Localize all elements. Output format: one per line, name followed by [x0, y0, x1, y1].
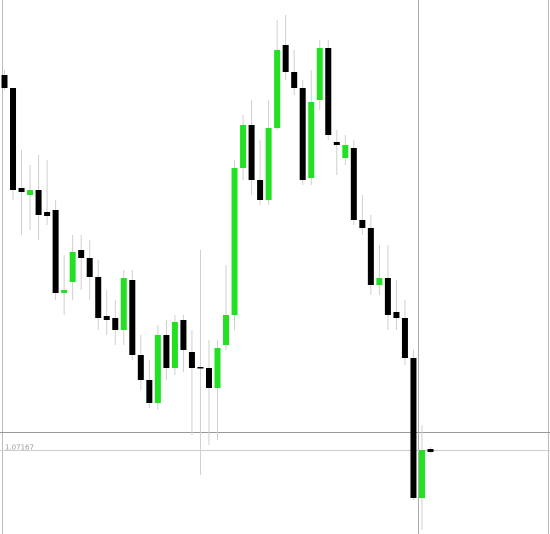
candle-body [291, 72, 298, 88]
candle-body [325, 48, 332, 135]
candle-body [129, 280, 136, 355]
candle-body [367, 228, 374, 285]
candle-body [265, 128, 272, 200]
candle-body [10, 88, 17, 190]
candle-body [350, 148, 357, 220]
candle-body [376, 278, 383, 285]
candle-body [342, 145, 349, 158]
candle-body [401, 318, 408, 358]
candle-body [95, 277, 102, 318]
candle-body [427, 449, 434, 452]
candle-body [188, 352, 195, 368]
candle-body [197, 367, 204, 369]
candle-body [214, 348, 221, 388]
candle-body [103, 316, 110, 320]
candle-body [120, 278, 127, 330]
candle-body [223, 315, 230, 345]
candle-body [248, 125, 255, 180]
candle-body [359, 220, 366, 228]
candle-body [52, 210, 59, 293]
candle-body [112, 318, 119, 330]
candle-body [308, 102, 315, 178]
candle-body [274, 50, 281, 128]
candle-body [86, 258, 93, 277]
candle-body [333, 142, 340, 145]
candle-body [410, 358, 417, 498]
candle-body [69, 252, 76, 282]
candle-body [231, 168, 238, 315]
candle-body [35, 190, 42, 215]
candle-body [27, 190, 34, 195]
candle-body [316, 48, 323, 100]
candle-body [205, 368, 212, 388]
candle-body [299, 88, 306, 180]
candle-body [171, 322, 178, 368]
candle-body [240, 125, 247, 168]
candle-body [180, 320, 187, 350]
candle-body [393, 312, 400, 318]
candle-body [418, 450, 425, 498]
candle-body [163, 335, 170, 368]
candle-body [257, 180, 264, 200]
candle-body [154, 335, 161, 403]
candle-body [1, 75, 8, 88]
candle-body [18, 188, 25, 192]
candle-body [146, 380, 153, 403]
candle-body [44, 212, 51, 216]
candle-body [78, 250, 85, 258]
current-price-label: 1.07167 [5, 444, 34, 452]
candle-body [61, 290, 68, 293]
candle-body [282, 45, 289, 72]
candle-body [384, 278, 391, 315]
candle-body [137, 355, 144, 380]
